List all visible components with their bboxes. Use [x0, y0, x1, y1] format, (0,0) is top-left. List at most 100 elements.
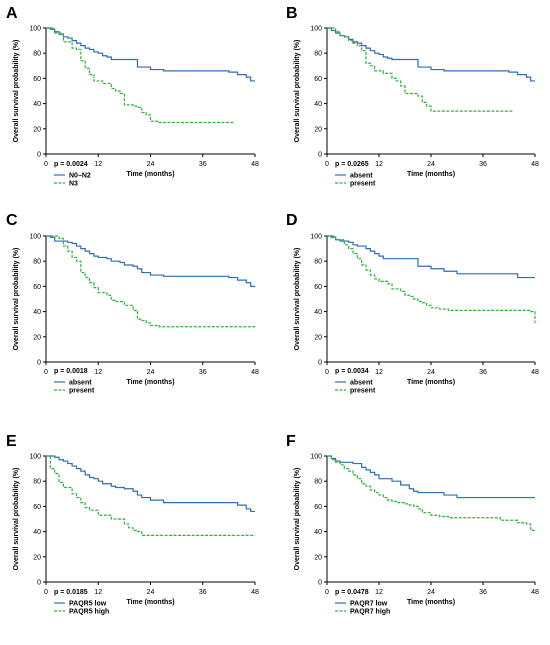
y-tick-label: 0 [37, 360, 41, 367]
series-line-secondary [327, 455, 535, 531]
y-tick-label: 100 [29, 234, 41, 241]
x-tick-label: 0 [44, 589, 48, 596]
x-tick-label: 36 [199, 161, 207, 168]
y-tick-label: 20 [33, 554, 41, 561]
series-line-secondary [46, 235, 255, 328]
y-tick-label: 40 [33, 529, 41, 536]
x-tick-label: 12 [94, 369, 102, 376]
x-tick-label: 0 [325, 161, 329, 168]
x-tick-label: 12 [375, 161, 383, 168]
x-tick-label: 12 [375, 589, 383, 596]
p-value-label: p = 0.0478 [335, 589, 369, 596]
p-value-label: p = 0.0265 [335, 161, 369, 168]
y-tick-label: 0 [37, 152, 41, 159]
y-tick-label: 80 [314, 51, 322, 58]
y-tick-label: 0 [318, 580, 322, 587]
x-tick-label: 24 [427, 161, 435, 168]
x-tick-label: 12 [94, 589, 102, 596]
panel-c: C 0 20 40 60 80 100 0 12 24 36 48 Time (months) Overa… [6, 212, 259, 395]
panel-e: E 0 20 40 60 80 100 0 12 24 36 48 Time (months) Overa… [6, 433, 259, 616]
x-tick-label: 24 [147, 369, 155, 376]
panel-e-letter: E [6, 433, 17, 450]
x-axis-label: Time (months) [126, 379, 174, 386]
x-axis-label: Time (months) [407, 599, 455, 606]
x-tick-label: 0 [44, 369, 48, 376]
legend-label: present [350, 181, 376, 188]
x-tick-label: 48 [251, 161, 259, 168]
y-tick-label: 60 [314, 284, 322, 291]
y-tick-label: 20 [33, 334, 41, 341]
legend-label: N3 [69, 181, 78, 188]
y-tick-label: 80 [33, 51, 41, 58]
y-tick-label: 60 [314, 504, 322, 511]
y-tick-label: 60 [33, 504, 41, 511]
x-tick-label: 24 [427, 369, 435, 376]
x-tick-label: 12 [375, 369, 383, 376]
x-axis-label: Time (months) [126, 171, 174, 178]
y-tick-label: 40 [33, 101, 41, 108]
p-value-label: p = 0.0034 [335, 368, 369, 375]
legend-label: present [69, 388, 95, 395]
legend-label: N0–N2 [69, 173, 91, 180]
y-tick-label: 0 [37, 580, 41, 587]
x-tick-label: 24 [147, 161, 155, 168]
y-tick-label: 100 [29, 454, 41, 461]
legend-label: PAQR5 high [69, 609, 109, 616]
series-line-primary [46, 455, 255, 513]
panel-f: F 0 20 40 60 80 100 0 12 24 36 48 Time (months) Overa… [286, 433, 539, 616]
legend-label: absent [69, 380, 92, 387]
y-tick-label: 40 [314, 101, 322, 108]
legend-label: absent [350, 380, 373, 387]
series-line-secondary [327, 235, 536, 323]
y-tick-label: 100 [310, 454, 322, 461]
y-tick-label: 80 [33, 479, 41, 486]
y-axis-label: Overall survival probability (%) [294, 468, 301, 571]
y-tick-label: 80 [314, 479, 322, 486]
y-tick-label: 40 [314, 529, 322, 536]
x-tick-label: 48 [531, 589, 539, 596]
p-value-label: p = 0.0018 [54, 368, 88, 375]
p-value-label: p = 0.0024 [54, 161, 88, 168]
panel-c-letter: C [6, 212, 18, 229]
x-tick-label: 24 [427, 589, 435, 596]
x-axis-label: Time (months) [126, 599, 174, 606]
panel-b-letter: B [286, 5, 298, 22]
x-tick-label: 36 [479, 589, 487, 596]
x-tick-label: 36 [199, 369, 207, 376]
panel-a-letter: A [6, 5, 18, 22]
y-tick-label: 20 [314, 126, 322, 133]
x-tick-label: 48 [531, 161, 539, 168]
series-line-secondary [46, 455, 255, 536]
x-tick-label: 24 [147, 589, 155, 596]
panel-f-letter: F [286, 433, 296, 450]
legend-label: PAQR7 low [350, 601, 388, 608]
y-tick-label: 20 [314, 334, 322, 341]
y-tick-label: 100 [29, 26, 41, 33]
panel-a: A 0 20 40 60 80 100 0 12 24 36 48 Time (months) Overa… [6, 5, 259, 188]
x-tick-label: 36 [479, 161, 487, 168]
y-tick-label: 20 [314, 554, 322, 561]
series-line-primary [46, 235, 255, 287]
panel-d: D 0 20 40 60 80 100 0 12 24 36 48 Time (months) Overa… [286, 212, 539, 395]
y-tick-label: 0 [318, 152, 322, 159]
series-line-secondary [327, 27, 514, 112]
y-tick-label: 40 [314, 309, 322, 316]
x-tick-label: 0 [325, 589, 329, 596]
y-axis-label: Overall survival probability (%) [13, 468, 20, 571]
series-line-primary [327, 235, 535, 279]
p-value-label: p = 0.0185 [54, 589, 88, 596]
x-axis-label: Time (months) [407, 171, 455, 178]
panel-b: B 0 20 40 60 80 100 0 12 24 36 48 Time (months) Overa… [286, 5, 539, 188]
y-tick-label: 60 [314, 76, 322, 83]
y-tick-label: 20 [33, 126, 41, 133]
y-tick-label: 80 [33, 259, 41, 266]
x-tick-label: 0 [325, 369, 329, 376]
y-tick-label: 60 [33, 76, 41, 83]
x-tick-label: 36 [199, 589, 207, 596]
y-axis-label: Overall survival probability (%) [294, 248, 301, 351]
y-tick-label: 100 [310, 26, 322, 33]
x-tick-label: 12 [94, 161, 102, 168]
legend-label: PAQR5 low [69, 601, 107, 608]
y-tick-label: 100 [310, 234, 322, 241]
